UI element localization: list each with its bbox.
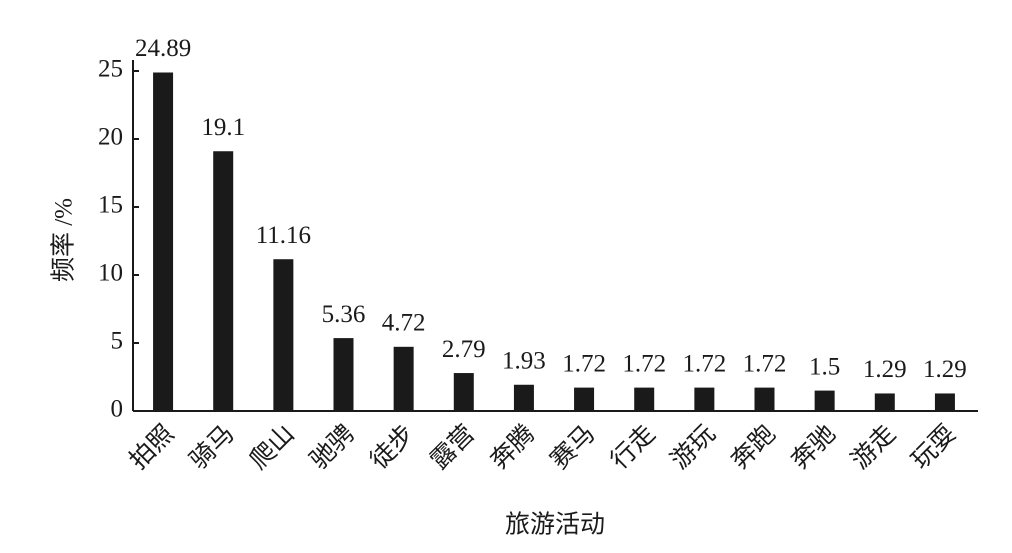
bar <box>754 387 775 411</box>
value-label: 1.72 <box>682 350 726 377</box>
x-axis-title: 旅游活动 <box>505 511 605 539</box>
x-tick-label: 徒步 <box>365 419 420 474</box>
value-label: 1.72 <box>622 350 666 377</box>
y-tick-label: 15 <box>98 192 123 219</box>
y-tick-label: 10 <box>98 260 123 287</box>
bar <box>874 393 895 411</box>
bar <box>213 151 234 412</box>
x-tick-label: 赛马 <box>545 419 600 474</box>
value-label: 5.36 <box>322 301 366 328</box>
x-tick-label: 奔跑 <box>726 419 781 474</box>
bar <box>333 338 354 411</box>
x-tick-label: 游玩 <box>665 419 720 474</box>
x-tick-label: 玩耍 <box>907 420 961 474</box>
bar <box>934 393 955 411</box>
value-label: 1.72 <box>562 350 606 377</box>
y-tick-label: 0 <box>111 396 124 423</box>
x-tick-label: 游走 <box>846 419 901 474</box>
y-tick-label: 20 <box>98 124 123 151</box>
bar <box>153 72 174 411</box>
bar <box>634 387 655 411</box>
value-label: 1.93 <box>502 347 546 374</box>
value-label: 1.5 <box>809 353 840 380</box>
x-tick-label: 行走 <box>605 419 660 474</box>
x-tick-label: 奔驰 <box>786 419 841 474</box>
value-label: 19.1 <box>201 114 245 141</box>
value-label: 24.89 <box>135 35 191 62</box>
bar <box>513 384 534 411</box>
y-tick-label: 25 <box>98 56 123 83</box>
y-tick-label: 5 <box>111 328 124 355</box>
bar <box>393 346 414 411</box>
bar <box>453 373 474 411</box>
x-tick-label: 奔腾 <box>485 419 540 474</box>
value-label: 2.79 <box>442 336 486 363</box>
x-tick-label: 爬山 <box>244 419 299 474</box>
value-label: 1.29 <box>863 356 907 383</box>
x-tick-label: 露营 <box>425 419 480 474</box>
x-tick-label: 拍照 <box>124 419 179 474</box>
x-tick-label: 骑马 <box>184 419 239 474</box>
y-axis-title: 频率 /% <box>50 198 78 282</box>
value-label: 1.72 <box>743 350 787 377</box>
value-label: 4.72 <box>382 310 426 337</box>
value-label: 1.29 <box>923 356 967 383</box>
x-tick-label: 驰骋 <box>305 419 360 474</box>
bar <box>694 387 715 411</box>
bar <box>574 387 595 411</box>
value-label: 11.16 <box>256 222 311 249</box>
bar <box>273 259 294 411</box>
bar <box>814 390 835 411</box>
